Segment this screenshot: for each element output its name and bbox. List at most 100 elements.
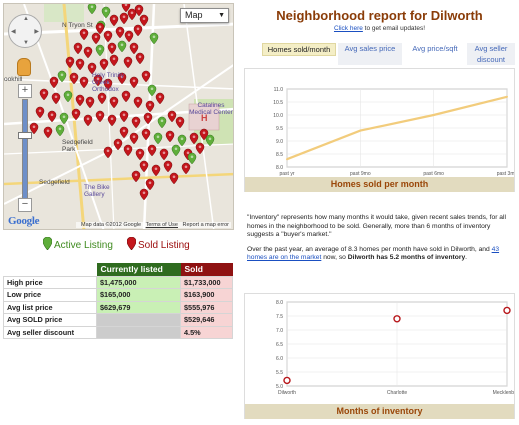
- tab-avg-price-sqft[interactable]: Avg price/sqft: [412, 44, 458, 53]
- sold-listing-pin[interactable]: [51, 92, 61, 105]
- sold-listing-pin[interactable]: [95, 22, 105, 35]
- sold-listing-pin[interactable]: [109, 54, 119, 67]
- sold-listing-pin[interactable]: [159, 148, 169, 161]
- sold-listing-pin[interactable]: [79, 76, 89, 89]
- sold-listing-pin[interactable]: [109, 96, 119, 109]
- sold-listing-pin[interactable]: [93, 74, 103, 87]
- sold-listing-pin[interactable]: [35, 106, 45, 119]
- sold-listing-pin[interactable]: [103, 30, 113, 43]
- pan-control-icon[interactable]: ▲ ▼ ◀ ▶: [8, 14, 42, 48]
- sold-listing-pin[interactable]: [167, 110, 177, 123]
- sold-listing-pin[interactable]: [169, 172, 179, 185]
- sold-listing-pin[interactable]: [139, 188, 149, 201]
- active-listing-pin[interactable]: [101, 6, 111, 19]
- sold-listing-pin[interactable]: [123, 56, 133, 69]
- sold-listing-pin[interactable]: [145, 100, 155, 113]
- sold-listing-pin[interactable]: [124, 30, 134, 43]
- sold-listing-pin[interactable]: [91, 32, 101, 45]
- sold-listing-pin[interactable]: [141, 70, 151, 83]
- map-pins-layer[interactable]: [4, 4, 234, 230]
- sold-listing-pin[interactable]: [113, 138, 123, 151]
- sold-listing-pin[interactable]: [135, 52, 145, 65]
- sold-listing-pin[interactable]: [127, 8, 137, 21]
- sold-listing-pin[interactable]: [119, 126, 129, 139]
- sold-listing-pin[interactable]: [117, 72, 127, 85]
- sold-listing-pin[interactable]: [73, 42, 83, 55]
- sold-listing-pin[interactable]: [129, 42, 139, 55]
- sold-listing-pin[interactable]: [121, 4, 131, 13]
- sold-listing-pin[interactable]: [141, 128, 151, 141]
- sold-listing-pin[interactable]: [145, 178, 155, 191]
- sold-listing-pin[interactable]: [107, 42, 117, 55]
- sold-listing-pin[interactable]: [129, 132, 139, 145]
- sold-listing-pin[interactable]: [85, 96, 95, 109]
- active-listing-pin[interactable]: [55, 124, 65, 137]
- map-type-select[interactable]: Map ▼: [180, 8, 229, 23]
- terms-link[interactable]: Terms of Use: [145, 222, 178, 228]
- active-listing-pin[interactable]: [171, 144, 181, 157]
- sold-listing-pin[interactable]: [195, 142, 205, 155]
- sold-listing-pin[interactable]: [151, 164, 161, 177]
- sold-listing-pin[interactable]: [147, 144, 157, 157]
- sold-listing-pin[interactable]: [143, 112, 153, 125]
- sold-listing-pin[interactable]: [135, 148, 145, 161]
- sold-listing-pin[interactable]: [39, 88, 49, 101]
- homes-on-market-link[interactable]: 43 homes are on the market: [247, 245, 500, 262]
- zoom-slider-handle[interactable]: [18, 132, 32, 139]
- sold-listing-pin[interactable]: [133, 96, 143, 109]
- sold-listing-pin[interactable]: [75, 58, 85, 71]
- sold-listing-pin[interactable]: [95, 110, 105, 123]
- sold-listing-pin[interactable]: [181, 162, 191, 175]
- active-listing-pin[interactable]: [187, 152, 197, 165]
- active-listing-pin[interactable]: [153, 132, 163, 145]
- pegman-icon[interactable]: [17, 58, 31, 76]
- active-listing-pin[interactable]: [95, 44, 105, 57]
- active-listing-pin[interactable]: [157, 116, 167, 129]
- sold-listing-pin[interactable]: [79, 28, 89, 41]
- active-listing-pin[interactable]: [87, 4, 97, 15]
- sold-listing-pin[interactable]: [139, 160, 149, 173]
- sold-listing-pin[interactable]: [131, 170, 141, 183]
- tab-homes-sold-month[interactable]: Homes sold/month: [262, 43, 336, 56]
- sold-listing-pin[interactable]: [131, 116, 141, 129]
- sold-listing-pin[interactable]: [129, 76, 139, 89]
- tab-avg-sales-price[interactable]: [338, 43, 402, 65]
- sold-listing-pin[interactable]: [165, 130, 175, 143]
- sold-listing-pin[interactable]: [65, 56, 75, 69]
- sold-listing-pin[interactable]: [123, 144, 133, 157]
- sold-listing-pin[interactable]: [109, 14, 119, 27]
- sold-listing-pin[interactable]: [97, 92, 107, 105]
- sold-listing-pin[interactable]: [49, 76, 59, 89]
- active-listing-pin[interactable]: [177, 134, 187, 147]
- zoom-slider-track[interactable]: [22, 99, 28, 199]
- active-listing-pin[interactable]: [117, 40, 127, 53]
- sold-listing-pin[interactable]: [103, 78, 113, 91]
- tab-avg-seller-discount[interactable]: Avg seller discount: [467, 43, 515, 65]
- sold-listing-pin[interactable]: [83, 46, 93, 59]
- active-listing-pin[interactable]: [149, 32, 159, 45]
- sold-listing-pin[interactable]: [103, 146, 113, 159]
- sold-listing-pin[interactable]: [47, 110, 57, 123]
- sold-listing-pin[interactable]: [121, 90, 131, 103]
- sold-listing-pin[interactable]: [175, 116, 185, 129]
- active-listing-pin[interactable]: [205, 134, 215, 147]
- sold-listing-pin[interactable]: [134, 4, 144, 17]
- sold-listing-pin[interactable]: [133, 24, 143, 37]
- sold-listing-pin[interactable]: [83, 114, 93, 127]
- sold-listing-pin[interactable]: [107, 114, 117, 127]
- sold-listing-pin[interactable]: [139, 14, 149, 27]
- sold-listing-pin[interactable]: [155, 92, 165, 105]
- active-listing-pin[interactable]: [63, 90, 73, 103]
- sold-listing-pin[interactable]: [71, 108, 81, 121]
- sold-listing-pin[interactable]: [75, 94, 85, 107]
- neighborhood-map[interactable]: H Map ▼ N Tryon St Holy Trinity Greek Or…: [3, 3, 234, 230]
- sold-listing-pin[interactable]: [99, 58, 109, 71]
- report-error-link[interactable]: Report a map error: [182, 222, 229, 228]
- sold-listing-pin[interactable]: [115, 26, 125, 39]
- active-listing-pin[interactable]: [59, 112, 69, 125]
- active-listing-pin[interactable]: [147, 84, 157, 97]
- sold-listing-pin[interactable]: [87, 62, 97, 75]
- email-updates-link[interactable]: Click here: [333, 25, 363, 32]
- sold-listing-pin[interactable]: [29, 122, 39, 135]
- sold-listing-pin[interactable]: [43, 126, 53, 139]
